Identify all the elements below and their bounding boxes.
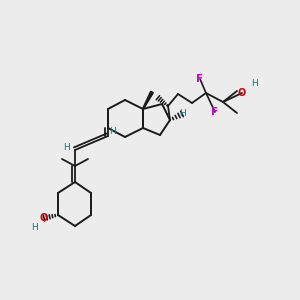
Text: H: H [110,127,116,136]
Polygon shape [142,91,153,109]
Text: F: F [196,74,204,84]
Text: H: H [250,80,257,88]
Text: O: O [40,213,48,223]
Text: H: H [178,110,185,118]
Text: H: H [31,223,38,232]
Text: H: H [64,142,70,152]
Text: F: F [212,107,219,117]
Text: O: O [238,88,246,98]
